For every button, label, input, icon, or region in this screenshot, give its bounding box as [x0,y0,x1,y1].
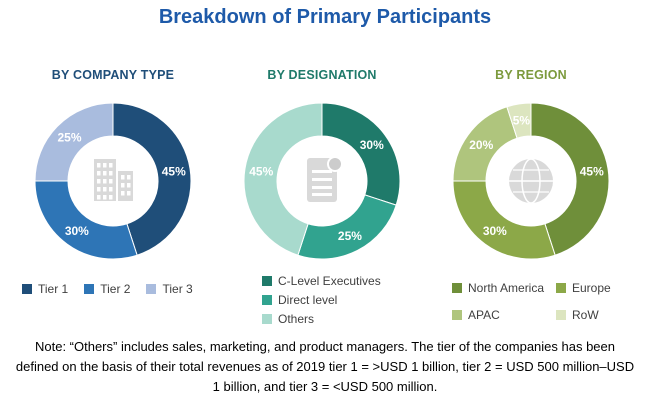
note-text: Note: “Others” includes sales, marketing… [15,339,635,395]
legend-region: North America Europe APAC RoW [452,281,611,322]
slice-value-label: 45% [249,164,273,178]
document-icon [307,156,343,202]
page-title: Breakdown of Primary Participants [158,6,492,28]
donut-chart-company-type: 45% 30% 25% [34,102,192,260]
legend-item-tier-3: Tier 3 [146,282,193,296]
slice-value-label: 25% [338,229,362,243]
legend-item-tier-2: Tier 2 [84,282,130,296]
legend-label: RoW [572,308,599,322]
legend-swatch [84,284,95,294]
legend-swatch [452,310,462,320]
legend-swatch [262,314,272,324]
slice-value-label: 5% [513,113,531,127]
legend-item-apac: APAC [452,308,556,322]
legend-swatch [22,284,32,294]
slice-value-label: 30% [360,138,384,152]
slice-value-label: 30% [483,224,507,238]
legend-label: APAC [468,308,500,322]
slice-value-label: 25% [57,131,81,145]
chart-title-region: BY REGION [495,68,567,82]
chart-title-designation: BY DESIGNATION [267,68,377,82]
legend-item-europe: Europe [556,281,611,295]
legend-label: Europe [572,281,611,295]
slice-value-label: 20% [469,138,493,152]
legend-label: Others [278,312,315,326]
legend-swatch [556,283,566,293]
legend-swatch [146,284,157,294]
building-icon [94,159,133,201]
slice-value-label: 45% [580,164,604,178]
donut-chart-region: 45% 30% 20% 5% [452,102,610,260]
slice-value-label: 30% [65,224,89,238]
legend-label: Tier 1 [38,282,69,296]
legend-label: Tier 3 [162,282,193,296]
legend-item-tier-1: Tier 1 [22,282,68,296]
donut-chart-designation: 30% 25% 45% [243,102,401,260]
legend-item-direct-level: Direct level [262,293,381,307]
legend-item-others: Others [262,312,381,326]
slice-tier-3 [34,102,114,182]
slice-value-label: 45% [162,164,186,178]
legend-label: C-Level Executives [278,274,381,288]
slice-tier-1 [112,102,192,256]
legend-item-north-america: North America [452,281,556,295]
slice-north-america [530,102,610,256]
legend-designation: C-Level Executives Direct level Others [262,274,381,326]
legend-company-type: Tier 1 Tier 2 Tier 3 [22,282,193,296]
legend-item-row: RoW [556,308,611,322]
slice-others [243,102,323,256]
globe-icon [509,158,553,204]
legend-label: Tier 2 [100,282,131,296]
legend-item-c-level-executives: C-Level Executives [262,274,381,288]
legend-label: Direct level [278,293,338,307]
legend-swatch [452,283,462,293]
legend-swatch [556,310,566,320]
slice-direct-level [297,194,397,260]
slice-row [506,102,532,139]
legend-swatch [262,276,272,286]
chart-title-company-type: BY COMPANY TYPE [51,68,175,82]
legend-swatch [262,295,272,305]
legend-label: North America [468,281,545,295]
